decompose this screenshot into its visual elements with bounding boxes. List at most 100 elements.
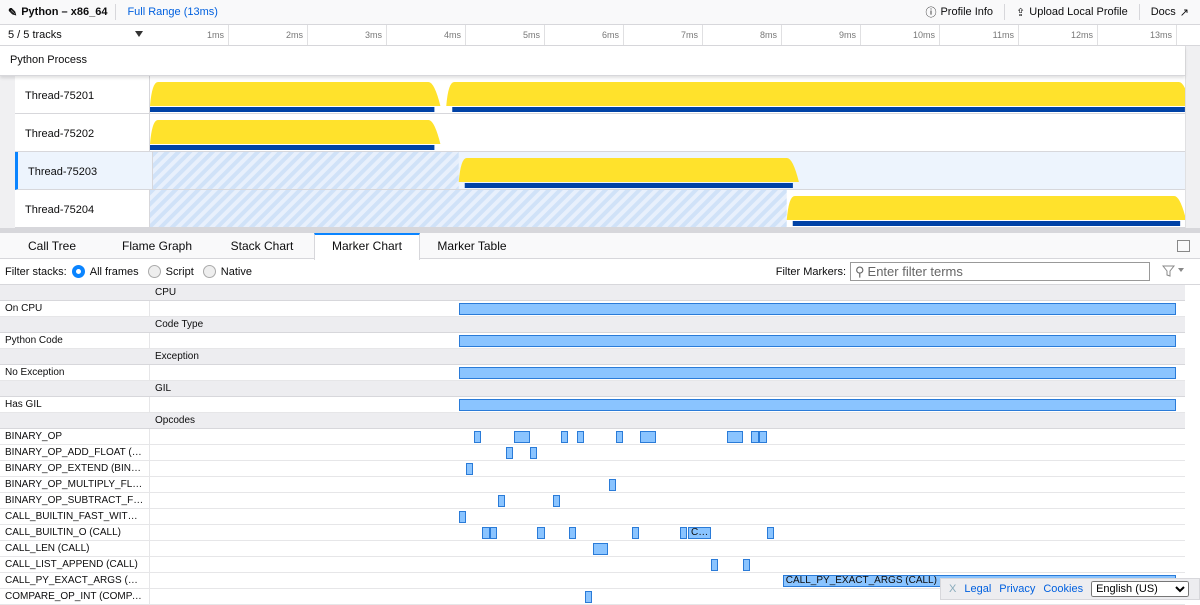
thread-name: Thread-75202 — [15, 114, 150, 151]
marker[interactable] — [458, 367, 1177, 379]
marker-chart[interactable]: CPU On CPU Code Type Python Code Exception No… — [0, 285, 1185, 605]
marker[interactable] — [585, 591, 593, 603]
time-tick: 11ms — [940, 25, 1019, 45]
marker-row[interactable]: CALL_LIST_APPEND (CALL) — [0, 557, 1185, 573]
marker[interactable] — [751, 431, 760, 443]
marker[interactable] — [514, 431, 530, 443]
legal-link[interactable]: Legal — [964, 583, 992, 595]
marker-row-label: Python Code — [0, 333, 150, 348]
radio-native[interactable] — [202, 265, 216, 278]
thread-activity-graph[interactable] — [150, 114, 1185, 151]
marker[interactable] — [726, 431, 744, 443]
radio-all-frames[interactable] — [71, 265, 85, 278]
marker-row-label: Has GIL — [0, 397, 150, 412]
marker[interactable] — [593, 543, 609, 555]
docs-link[interactable]: Docs ↗ — [1138, 4, 1200, 20]
marker-row[interactable]: BINARY_OP_MULTIPLY_FL… — [0, 477, 1185, 493]
cookies-link[interactable]: Cookies — [1043, 583, 1084, 595]
timeline-ruler[interactable]: 5 / 5 tracks 1ms 2ms 3ms 4ms 5ms 6ms 7ms 8ms 9ms… — [0, 25, 1200, 46]
tab-stack-chart[interactable]: Stack Chart — [230, 239, 294, 253]
tab-marker-table[interactable]: Marker Table — [437, 239, 507, 253]
marker-row[interactable]: BINARY_OP_SUBTRACT_FL… — [0, 493, 1185, 509]
marker[interactable] — [537, 527, 545, 539]
marker-row-label: BINARY_OP — [0, 429, 150, 444]
thread-name: Thread-75204 — [15, 190, 150, 227]
marker-search-input[interactable]: ⚲ Enter filter terms — [850, 262, 1150, 281]
marker[interactable] — [631, 527, 639, 539]
marker[interactable] — [576, 431, 584, 443]
time-tick: 9ms — [782, 25, 861, 45]
pencil-icon: ✎ — [8, 6, 18, 19]
upload-button[interactable]: ⇪ Upload Local Profile — [1004, 4, 1139, 20]
time-tick: 7ms — [624, 25, 703, 45]
marker[interactable] — [616, 431, 624, 443]
close-footer-button[interactable]: X — [949, 583, 957, 595]
privacy-link[interactable]: Privacy — [999, 583, 1036, 595]
filter-funnel-icon[interactable] — [1161, 265, 1184, 280]
time-tick: 4ms — [387, 25, 466, 45]
marker[interactable] — [458, 335, 1177, 347]
thread-activity-graph[interactable] — [153, 152, 1188, 189]
marker[interactable] — [766, 527, 775, 539]
chevron-down-icon[interactable] — [135, 31, 143, 37]
marker-row-label: CALL_BUILTIN_O (CALL) — [0, 525, 150, 540]
marker[interactable] — [710, 559, 718, 571]
filter-markers-label: Filter Markers: — [775, 265, 846, 278]
panel-splitter[interactable] — [0, 228, 1200, 233]
tab-flame-graph[interactable]: Flame Graph — [121, 239, 193, 253]
process-track[interactable]: Python Process — [0, 46, 1185, 76]
upload-icon: ⇪ — [1016, 6, 1026, 19]
marker-row[interactable]: BINARY_OP — [0, 429, 1185, 445]
sidebar-toggle-button[interactable] — [1177, 240, 1190, 252]
thread-track[interactable]: Thread-75202 — [15, 114, 1185, 152]
marker[interactable] — [498, 495, 506, 507]
marker-row[interactable]: BINARY_OP_EXTEND (BINA… — [0, 461, 1185, 477]
filter-stacks-label: Filter stacks: — [5, 265, 67, 278]
marker-row[interactable]: On CPU — [0, 301, 1185, 317]
marker-row[interactable]: CALL_BUILTIN_FAST_WITH… — [0, 509, 1185, 525]
marker[interactable] — [639, 431, 657, 443]
thread-track[interactable]: Thread-75204 — [15, 190, 1185, 228]
profile-name-button[interactable]: ✎ Python – x86_64 — [8, 4, 117, 20]
thread-activity-graph[interactable] — [150, 76, 1185, 113]
profile-info-button[interactable]: ⓘ Profile Info — [925, 6, 994, 19]
marker[interactable] — [560, 431, 568, 443]
marker-row[interactable]: No Exception — [0, 365, 1185, 381]
breadcrumb-full-range[interactable]: Full Range (13ms) — [127, 6, 218, 18]
marker-row[interactable]: Has GIL — [0, 397, 1185, 413]
marker-row[interactable]: Python Code — [0, 333, 1185, 349]
marker[interactable] — [743, 559, 751, 571]
marker[interactable] — [481, 527, 490, 539]
thread-track[interactable]: Thread-75201 — [15, 76, 1185, 114]
tab-call-tree[interactable]: Call Tree — [27, 239, 77, 253]
marker[interactable] — [458, 303, 1177, 315]
marker[interactable] — [552, 495, 560, 507]
idle-hatch — [153, 152, 459, 189]
thread-activity-graph[interactable] — [150, 190, 1185, 227]
cpu-graph — [786, 196, 1185, 220]
category-bar — [792, 221, 1181, 226]
marker[interactable] — [759, 431, 767, 443]
filter-bar: Filter stacks: All frames Script Native … — [0, 259, 1200, 285]
marker[interactable] — [608, 479, 617, 491]
marker-row[interactable]: BINARY_OP_ADD_FLOAT (B… — [0, 445, 1185, 461]
marker-row-label: CALL_LEN (CALL) — [0, 541, 150, 556]
marker-row[interactable]: CALL_LEN (CALL) — [0, 541, 1185, 557]
marker[interactable] — [489, 527, 497, 539]
marker[interactable] — [568, 527, 576, 539]
marker[interactable] — [458, 511, 466, 523]
marker[interactable]: C… — [687, 527, 711, 539]
tracks-count-button[interactable]: 5 / 5 tracks — [8, 29, 62, 41]
marker[interactable] — [529, 447, 538, 459]
marker[interactable] — [466, 463, 474, 475]
language-select[interactable]: English (US) — [1091, 581, 1190, 597]
marker[interactable] — [458, 399, 1177, 411]
thread-track[interactable]: Thread-75203 — [15, 152, 1185, 190]
marker[interactable] — [506, 447, 514, 459]
radio-script[interactable] — [147, 265, 161, 278]
tab-marker-chart[interactable]: Marker Chart — [314, 233, 420, 260]
tracks-scrollbar[interactable] — [1185, 46, 1200, 228]
marker-row[interactable]: CALL_BUILTIN_O (CALL) C… — [0, 525, 1185, 541]
marker[interactable] — [473, 431, 481, 443]
marker[interactable] — [680, 527, 688, 539]
